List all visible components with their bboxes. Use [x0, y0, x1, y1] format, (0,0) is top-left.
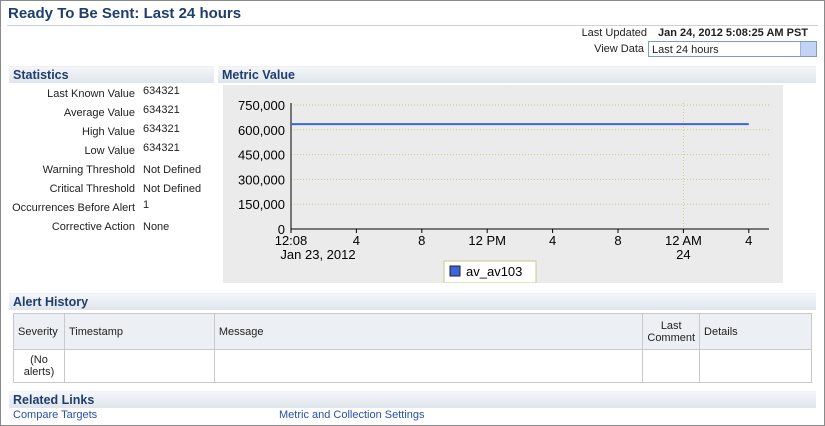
view-data-label: View Data: [594, 43, 644, 55]
header-row: Severity Timestamp Message Last Comment Deta…: [13, 313, 812, 350]
x-tick-label: 12 AM: [665, 233, 702, 248]
divider: [7, 25, 818, 26]
stat-value: Not Defined: [143, 183, 202, 195]
x-tick-label: 12:08: [275, 233, 308, 248]
cell: [213, 349, 644, 383]
stat-value: Not Defined: [143, 164, 202, 176]
legend-label: av_av103: [466, 264, 522, 279]
link[interactable]: Metric and Collection Settings: [279, 409, 425, 421]
column-header: Severity: [13, 313, 65, 350]
stat-value: 634321: [143, 123, 180, 135]
y-tick-label: 600,000: [238, 123, 285, 138]
stat-label: Critical Threshold: [49, 183, 135, 195]
x-tick-label: 8: [418, 233, 425, 248]
y-tick-label: 150,000: [238, 197, 285, 212]
y-tick-label: 300,000: [238, 172, 285, 187]
stat-label: Occurrences Before Alert: [12, 202, 135, 214]
empty-message: (No alerts): [13, 349, 65, 383]
last-updated-label: Last Updated: [581, 27, 647, 39]
stat-label: Low Value: [84, 145, 135, 157]
page-title: Ready To Be Sent: Last 24 hours: [8, 5, 242, 22]
cell: [699, 349, 812, 383]
cell: [642, 349, 701, 383]
x-tick-label: 4: [745, 233, 752, 248]
stat-value: 634321: [143, 104, 180, 116]
x-tick-label: 12 PM: [468, 233, 506, 248]
section-header: Metric Value: [218, 66, 816, 83]
stat-label: Last Known Value: [47, 88, 135, 100]
section-header: Alert History: [9, 293, 816, 310]
stat-label: Average Value: [63, 107, 135, 119]
stat-value: 634321: [143, 85, 180, 97]
y-tick-label: 750,000: [238, 98, 285, 113]
alert-table: Severity Timestamp Message Last Comment Deta…: [13, 313, 812, 383]
view-data-select[interactable]: Last 24 hours: [648, 41, 817, 57]
link[interactable]: Compare Targets: [13, 409, 98, 421]
stat-label: High Value: [82, 126, 135, 138]
column-header: Timestamp: [63, 313, 215, 350]
y-tick-label: 0: [278, 222, 285, 237]
last-updated: Jan 24, 2012 5:08:25 AM PST: [658, 27, 809, 39]
cell: [63, 349, 215, 383]
dropdown-arrow[interactable]: [800, 42, 816, 56]
chart-area: 0 150,000 300,000 450,000 600,000 750,000 12:0…: [223, 85, 783, 284]
x-tick-label: 4: [353, 233, 360, 248]
stat-value: 634321: [143, 142, 180, 154]
section-header: Related Links: [9, 391, 816, 408]
x-sublabel: Jan 23, 2012: [280, 247, 355, 262]
column-header: Message: [213, 313, 644, 350]
column-header: Last Comment: [642, 313, 701, 350]
x-tick-label: 4: [549, 233, 556, 248]
section-header: Statistics: [9, 66, 214, 83]
y-tick-label: 450,000: [238, 148, 285, 163]
stat-value: None: [143, 221, 170, 233]
chart: 0 150,000 300,000 450,000 600,000 750,000 12:0…: [238, 98, 769, 284]
column-header: Details: [699, 313, 812, 350]
view-data-value: Last 24 hours: [652, 44, 719, 56]
legend-swatch: [449, 265, 461, 277]
stat-label: Corrective Action: [51, 221, 135, 233]
x-sublabel: 24: [676, 247, 690, 262]
row: (No alerts): [13, 349, 812, 383]
x-tick-label: 8: [614, 233, 621, 248]
stat-label: Warning Threshold: [42, 164, 135, 176]
stat-value: 1: [143, 199, 150, 211]
